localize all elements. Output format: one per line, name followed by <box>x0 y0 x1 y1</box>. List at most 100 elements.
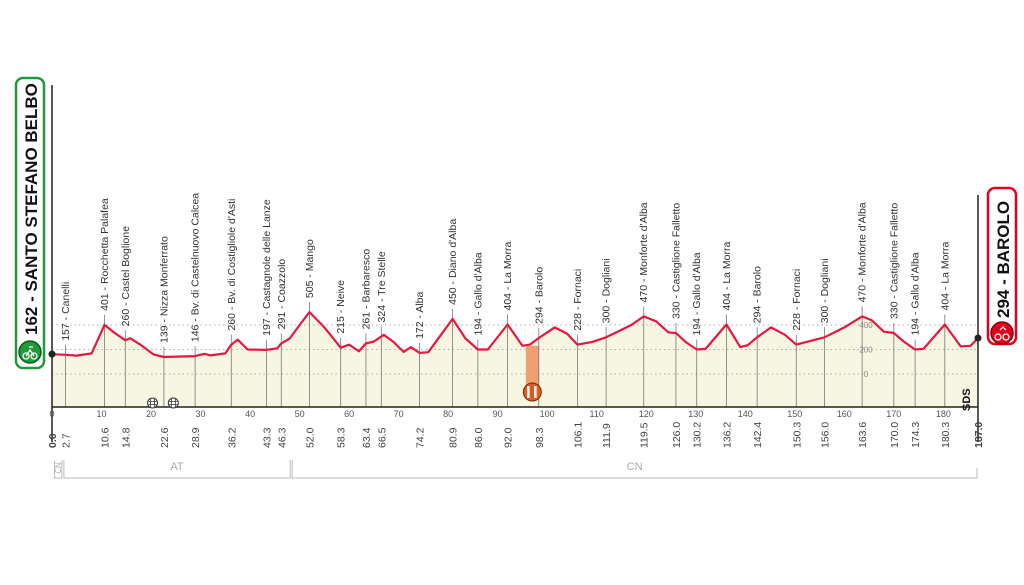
waypoint-label: 300 - Dogliani <box>819 258 831 323</box>
waypoint-label: 450 - Diano d'Alba <box>447 219 459 305</box>
x-tick-label: 30 <box>196 409 206 419</box>
km-label: 22.6 <box>159 427 171 448</box>
waypoint-label: 330 - Castiglione Falletto <box>888 203 900 319</box>
x-tick-label: 80 <box>443 409 453 419</box>
profile-area <box>52 312 978 407</box>
start-point <box>48 350 56 358</box>
x-tick-label: 180 <box>936 409 951 419</box>
km-label: 156.0 <box>819 422 831 448</box>
km-label: 130.2 <box>692 422 704 448</box>
finish-label: 294 - BAROLO <box>994 201 1013 318</box>
km-label: 10.6 <box>99 427 111 448</box>
waypoint-label: 404 - La Morra <box>721 241 733 310</box>
x-tick-label: 140 <box>738 409 753 419</box>
level-crossing-icon <box>147 397 159 409</box>
km-label: 80.9 <box>448 427 460 448</box>
start-box <box>14 76 46 370</box>
x-tick-label: 120 <box>639 409 654 419</box>
km-label: 126.0 <box>671 422 683 448</box>
waypoint-label: 470 - Monforte d'Alba <box>638 202 650 302</box>
km-label: 111.9 <box>601 423 613 448</box>
x-tick-label: 130 <box>688 409 703 419</box>
waypoint-label: 505 - Mango <box>304 239 316 298</box>
km-label: 36.2 <box>226 427 238 448</box>
finish-point <box>974 334 982 342</box>
level-crossing-rails <box>169 399 178 407</box>
y-tick-label: 200 <box>859 346 873 355</box>
waypoint-label: 300 - Dogliani <box>601 258 613 323</box>
waypoint-label: 470 - Monforte d'Alba <box>857 202 869 302</box>
waypoint-label: 157 - Canelli <box>60 282 72 341</box>
km-label: 28.9 <box>190 427 202 448</box>
waypoint-label: 261 - Barbaresco <box>360 249 372 330</box>
waypoint-label: 404 - La Morra <box>502 241 514 310</box>
km-label: 66.5 <box>376 427 388 448</box>
waypoint-label: 404 - La Morra <box>939 241 951 310</box>
waypoint-label: 228 - Fornaci <box>572 269 584 331</box>
km-label: 150.3 <box>791 422 803 448</box>
province-bracket <box>291 460 978 479</box>
feed-zone-glyph <box>527 386 537 398</box>
waypoint-label: 260 - Castel Boglione <box>120 226 132 327</box>
province-label: CN <box>54 462 63 474</box>
feed-zone-band <box>525 345 539 392</box>
waypoint-label: 194 - Gallo d'Alba <box>472 252 484 335</box>
waypoint-label: 172 - Alba <box>414 291 426 338</box>
profile-line <box>51 311 979 359</box>
x-tick-label: 60 <box>344 409 354 419</box>
km-label: 58.3 <box>336 427 348 448</box>
km-label: 74.2 <box>414 427 426 448</box>
finish-tag: SDS <box>961 388 973 411</box>
x-tick-label: 100 <box>540 409 555 419</box>
x-tick-label: 20 <box>146 409 156 419</box>
waypoint-label: 291 - Coazzolo <box>276 259 288 330</box>
y-tick-label: 0 <box>864 370 869 379</box>
finish-flag-icon <box>990 321 1014 345</box>
km-label: 52.0 <box>304 427 316 448</box>
waypoint-label: 197 - Castagnole delle Lanze <box>261 199 273 336</box>
waypoint-label: 139 - Nizza Monferrato <box>158 236 170 343</box>
km-label: 136.2 <box>721 422 733 448</box>
km-label: 2.7 <box>60 433 72 448</box>
km-label: 92.0 <box>503 427 515 448</box>
waypoint-label: 215 - Neive <box>335 280 347 334</box>
province-bracket <box>63 460 291 479</box>
km-label: 187.0 <box>973 422 985 448</box>
waypoint-label: 228 - Fornaci <box>791 269 803 331</box>
bicycle-glyph <box>994 326 1010 341</box>
x-tick-label: 90 <box>493 409 503 419</box>
km-label: 46.3 <box>276 427 288 448</box>
x-tick-label: 40 <box>245 409 255 419</box>
x-tick-label: 150 <box>787 409 802 419</box>
km-label: 142.4 <box>752 422 764 448</box>
x-tick-label: 160 <box>837 409 852 419</box>
km-label: 163.6 <box>857 422 869 448</box>
km-label: 174.3 <box>910 422 922 448</box>
km-label: 106.1 <box>572 422 584 448</box>
cyclist-start-icon <box>18 340 42 364</box>
km-label: 63.4 <box>361 427 373 448</box>
bicycle-glyph <box>22 346 38 360</box>
km-label: 170.0 <box>889 422 901 448</box>
level-crossing-icon <box>167 397 179 409</box>
province-bracket <box>53 460 63 479</box>
x-tick-label: 0 <box>49 409 54 419</box>
start-label: 162 - SANTO STEFANO BELBO <box>22 83 41 335</box>
km-label: 14.8 <box>120 427 132 448</box>
waypoint-label: 401 - Rocchetta Palafea <box>99 198 111 311</box>
province-label: AT <box>170 461 184 473</box>
y-tick-label: 400 <box>859 321 873 330</box>
km-label: 43.3 <box>261 427 273 448</box>
waypoint-label: 146 - Bv. di Castelnuovo Calcea <box>190 193 202 342</box>
waypoint-label: 330 - Castiglione Falletto <box>670 203 682 319</box>
x-tick-label: 70 <box>394 409 404 419</box>
waypoint-label: 194 - Gallo d'Alba <box>691 252 703 335</box>
waypoint-label: 294 - Barolo <box>533 267 545 324</box>
km-label: 0.0 <box>47 433 59 448</box>
province-label: CN <box>627 461 643 473</box>
km-label: 119.5 <box>639 422 651 448</box>
x-tick-label: 110 <box>590 409 604 419</box>
x-tick-label: 10 <box>97 409 107 419</box>
x-tick-label: 50 <box>295 409 305 419</box>
